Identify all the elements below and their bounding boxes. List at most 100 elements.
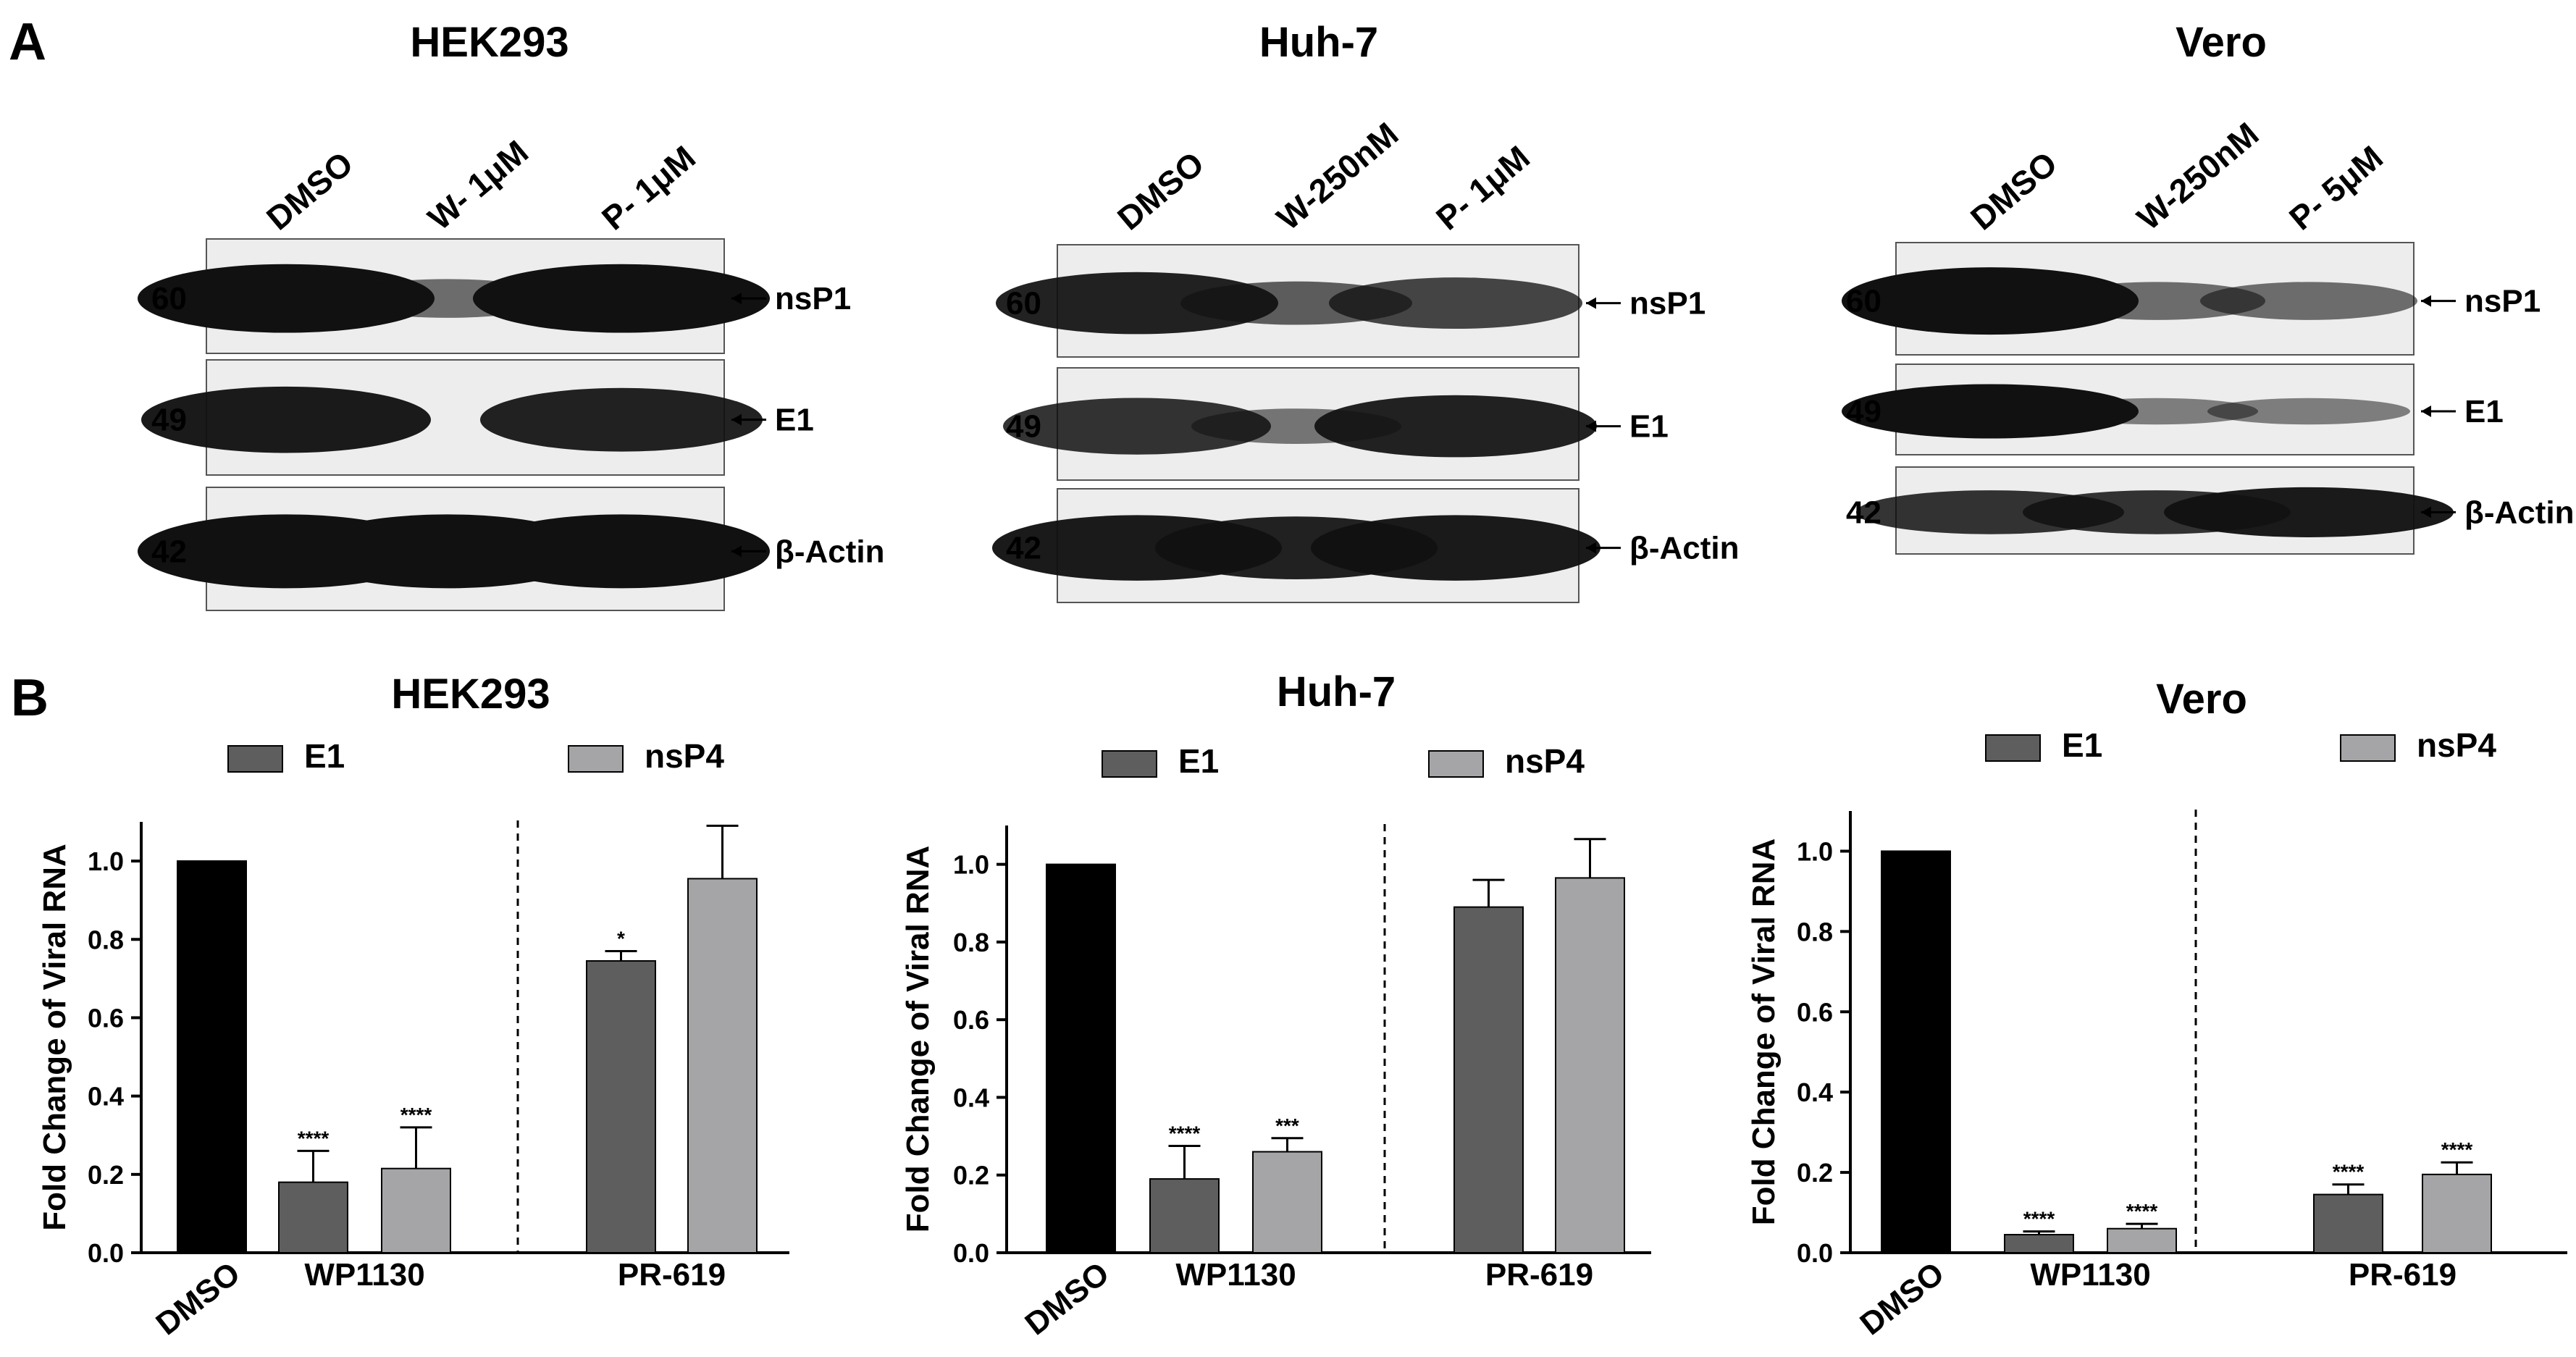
y-axis-title: Fold Change of Viral RNA: [1746, 839, 1782, 1226]
legend-swatch-e1: [227, 745, 283, 773]
y-axis-title: Fold Change of Viral RNA: [900, 846, 936, 1233]
category-label: PR-619: [2349, 1257, 2457, 1293]
blot-band: [1003, 398, 1271, 455]
band-label: β-Actin: [775, 534, 885, 569]
y-tick-label: 0.6: [953, 1005, 989, 1035]
blot-band: [1311, 515, 1600, 581]
blot-band: [2164, 487, 2454, 537]
chart-2: Vero E1 nsP4 0.0 0.2 0.4 0.6 0.8 1.0 Fold Change …: [1746, 676, 2567, 1343]
significance-label: ****: [1169, 1122, 1201, 1145]
lane-label: DMSO: [1110, 144, 1211, 238]
blot-1: Huh-7 DMSO W-250nM P- 1μM 60 nsP1 49 E1 42 β-Acti…: [992, 19, 1740, 603]
category-label: PR-619: [1485, 1257, 1593, 1293]
blot-band: [2055, 398, 2258, 425]
mw-marker: 49: [1846, 394, 1881, 429]
blot-band: [473, 514, 770, 589]
lane-label: W-250nM: [1270, 115, 1405, 238]
band-label: nsP1: [1629, 286, 1706, 322]
legend-label: nsP4: [2417, 726, 2496, 764]
band-arrowhead: [1586, 297, 1596, 309]
legend-swatch-e1: [1985, 734, 2041, 762]
y-tick-label: 0.0: [953, 1238, 989, 1268]
bar-nsp4-wp1130: [2107, 1227, 2177, 1254]
blot-title: HEK293: [410, 19, 569, 66]
legend-label: nsP4: [1505, 742, 1585, 780]
lane-label: DMSO: [1963, 144, 2064, 238]
significance-label: ****: [2023, 1208, 2055, 1230]
blot-band: [996, 272, 1278, 335]
y-tick-label: 0.8: [953, 928, 989, 957]
legend-swatch-nsp4: [2340, 734, 2396, 762]
band-arrowhead: [1586, 420, 1596, 432]
legend-swatch-nsp4: [1428, 750, 1484, 778]
blot-band: [480, 387, 763, 452]
category-label: WP1130: [2030, 1257, 2150, 1293]
bar-e1-wp1130: [2004, 1234, 2074, 1253]
significance-label: ***: [1275, 1114, 1299, 1137]
y-axis-title: Fold Change of Viral RNA: [37, 844, 72, 1231]
y-tick-label: 0.2: [88, 1160, 124, 1190]
bar-e1-wp1130: [1149, 1178, 1220, 1254]
legend-label: E1: [304, 737, 345, 775]
bar-e1-pr-619: [586, 960, 656, 1253]
y-tick-label: 1.0: [953, 850, 989, 880]
y-tick-label: 0.6: [88, 1003, 124, 1033]
mw-marker: 60: [1006, 286, 1041, 322]
y-tick-label: 0.0: [88, 1238, 124, 1268]
lane-label: P- 1μM: [595, 138, 702, 238]
band-label: E1: [775, 403, 814, 438]
lane-label: P- 1μM: [1429, 138, 1537, 238]
legend-label: E1: [2062, 726, 2102, 764]
blot-title: Huh-7: [1259, 19, 1378, 66]
mw-marker: 49: [1006, 409, 1041, 445]
blot-2: Vero DMSO W-250nM P- 5μM 60 nsP1 49 E1 42 β-Actin: [1842, 19, 2575, 555]
blot-title: Vero: [2176, 19, 2267, 66]
band-arrowhead: [731, 293, 742, 305]
significance-label: *: [617, 928, 625, 950]
chart-title: HEK293: [391, 671, 550, 718]
significance-label: ****: [400, 1104, 432, 1126]
bar-chart-panels: HEK293 E1 nsP4 0.0 0.2 0.4 0.6 0.8 1.0 Fold Chang…: [37, 668, 2567, 1343]
mw-marker: 60: [151, 281, 187, 316]
y-tick-label: 1.0: [1797, 836, 1833, 866]
y-tick-label: 0.4: [953, 1083, 989, 1112]
mw-marker: 42: [1006, 531, 1041, 566]
lane-label: W- 1μM: [421, 133, 535, 237]
category-label: DMSO: [1018, 1256, 1115, 1343]
bar-dmso-dmso: [177, 860, 247, 1254]
band-arrowhead: [731, 413, 742, 426]
category-label: DMSO: [149, 1256, 246, 1343]
bar-dmso-dmso: [1881, 850, 1951, 1254]
lane-label: DMSO: [259, 144, 360, 238]
mw-marker: 49: [151, 403, 187, 438]
y-tick-label: 0.8: [1797, 917, 1833, 946]
y-tick-label: 0.0: [1797, 1238, 1833, 1268]
chart-title: Huh-7: [1277, 668, 1396, 715]
band-label: E1: [2464, 394, 2504, 429]
mw-marker: 42: [1846, 495, 1881, 530]
category-label: PR-619: [618, 1257, 726, 1293]
category-label: WP1130: [1175, 1257, 1296, 1293]
significance-label: ****: [2441, 1138, 2473, 1161]
blot-band: [2048, 282, 2265, 320]
y-tick-label: 0.4: [88, 1082, 124, 1112]
band-label: β-Actin: [2464, 495, 2575, 530]
panel-a-label: A: [9, 13, 46, 71]
blot-band: [141, 386, 431, 453]
bar-nsp4-pr-619: [2422, 1173, 2492, 1254]
bar-dmso-dmso: [1046, 863, 1116, 1253]
blot-band: [1842, 267, 2139, 335]
bar-nsp4-pr-619: [1555, 877, 1625, 1253]
band-label: β-Actin: [1629, 531, 1740, 566]
bar-nsp4-wp1130: [1252, 1151, 1322, 1253]
lane-label: P- 5μM: [2282, 138, 2390, 238]
band-arrowhead: [2421, 406, 2431, 417]
blot-0: HEK293 DMSO W- 1μM P- 1μM 60 nsP1 49 E1 42 β-Acti…: [138, 19, 885, 611]
blot-band: [473, 264, 770, 333]
y-tick-label: 0.2: [953, 1161, 989, 1190]
lane-label: W-250nM: [2130, 115, 2265, 238]
y-tick-label: 1.0: [88, 846, 124, 876]
band-arrowhead: [2421, 506, 2431, 518]
band-arrowhead: [731, 545, 742, 558]
